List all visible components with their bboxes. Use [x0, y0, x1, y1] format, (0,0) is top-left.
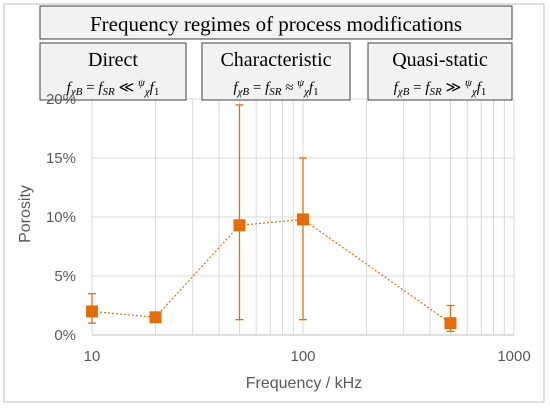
y-tick-label: 10% — [46, 209, 76, 226]
regime-box: Quasi-static fχB = fSR ≫ ψχf1 — [367, 42, 513, 101]
data-point — [297, 213, 309, 226]
chart-title: Frequency regimes of process modificatio… — [90, 12, 462, 36]
data-point — [86, 305, 98, 318]
x-tick-label: 1000 — [497, 348, 530, 365]
y-tick-label: 5% — [54, 268, 76, 285]
regime-box-bg — [39, 42, 187, 101]
x-axis-label: Frequency / kHz — [246, 375, 362, 392]
regime-box: Direct fχB = fSR ≪ ψχf1 — [39, 42, 187, 101]
regime-name: Direct — [88, 49, 138, 71]
data-point — [149, 311, 162, 324]
data-point — [233, 219, 246, 232]
regime-boxes: Direct fχB = fSR ≪ ψχf1 Characteristic fχB … — [39, 42, 513, 101]
regime-name: Characteristic — [220, 49, 331, 71]
regime-formula: fχB = fSR ≪ ψχf1 — [67, 77, 160, 98]
regime-box: Characteristic fχB = fSR ≈ ψχf1 — [201, 42, 351, 101]
title-box: Frequency regimes of process modificatio… — [39, 5, 513, 40]
regime-box-bg — [201, 42, 351, 101]
regime-formula: fχB = fSR ≈ ψχf1 — [233, 77, 318, 98]
y-tick-label: 0% — [54, 327, 76, 344]
data-point — [444, 317, 457, 330]
regime-formula: fχB = fSR ≫ ψχf1 — [394, 77, 487, 98]
x-tick-labels: 10 100 1000 — [84, 348, 531, 365]
x-tick-label: 10 — [84, 348, 101, 365]
x-tick-label: 100 — [290, 348, 315, 365]
regime-name: Quasi-static — [392, 49, 488, 71]
porosity-series — [86, 104, 457, 333]
regime-box-bg — [367, 42, 513, 101]
y-tick-labels: 0% 5% 10% 15% 20% — [46, 91, 76, 344]
y-tick-label: 20% — [46, 91, 76, 108]
y-axis-label: Porosity — [17, 185, 34, 243]
y-tick-label: 15% — [46, 150, 76, 167]
